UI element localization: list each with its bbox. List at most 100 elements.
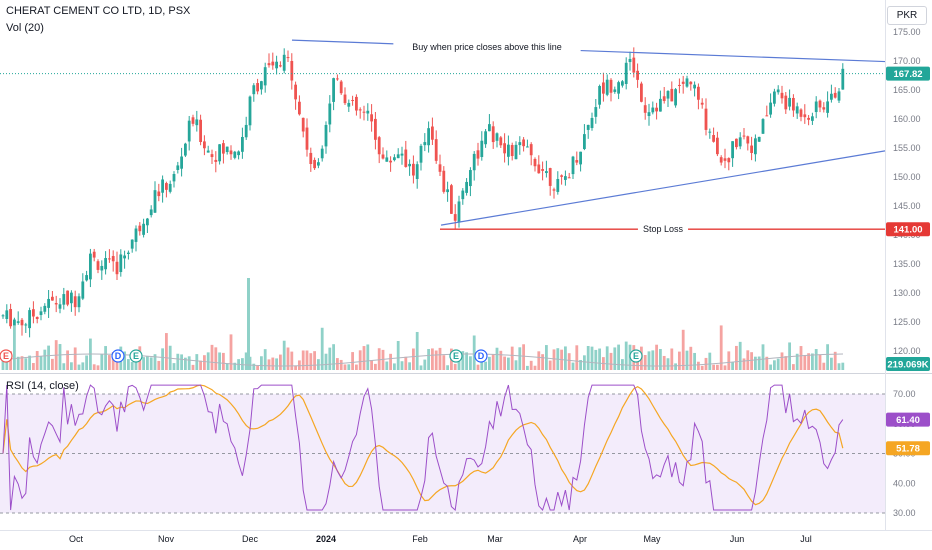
volume-bar bbox=[507, 357, 510, 370]
candle-body bbox=[43, 305, 47, 312]
volume-bar bbox=[784, 356, 788, 370]
candle-body bbox=[275, 61, 278, 69]
candle-body bbox=[400, 153, 404, 156]
volume-ma-line bbox=[2, 353, 844, 367]
volume-bar bbox=[681, 329, 685, 370]
candle-body bbox=[412, 163, 415, 176]
time-tick-label: Oct bbox=[69, 534, 84, 544]
volume-bar bbox=[548, 360, 552, 370]
volume-bar bbox=[5, 359, 9, 370]
candle-body bbox=[670, 88, 674, 102]
volume-bar bbox=[818, 354, 822, 370]
event-badge: D bbox=[111, 349, 125, 363]
candle-body bbox=[206, 150, 210, 153]
candle-body bbox=[427, 128, 430, 146]
candle-body bbox=[700, 102, 704, 105]
rsi-band bbox=[0, 394, 885, 513]
candle-body bbox=[681, 81, 685, 84]
candle-body bbox=[241, 136, 244, 152]
candle-body bbox=[115, 261, 119, 275]
candle-body bbox=[651, 107, 655, 113]
volume-bar bbox=[225, 363, 229, 370]
volume-bar bbox=[96, 365, 100, 370]
volume-bar bbox=[583, 355, 586, 370]
candle-body bbox=[484, 131, 487, 145]
candle-body bbox=[822, 107, 826, 110]
candle-body bbox=[457, 201, 461, 223]
volume-bar bbox=[309, 353, 313, 370]
candle-body bbox=[472, 153, 476, 171]
volume-bar bbox=[1, 356, 5, 370]
volume-bar bbox=[434, 350, 438, 370]
volume-bar bbox=[13, 325, 16, 370]
volume-bar bbox=[199, 360, 202, 370]
candle-body bbox=[256, 83, 259, 92]
candle-body bbox=[85, 275, 88, 281]
currency-button[interactable]: PKR bbox=[887, 6, 927, 25]
time-tick-label: Jun bbox=[730, 534, 745, 544]
volume-bar bbox=[457, 359, 461, 370]
volume-bar bbox=[222, 352, 225, 370]
event-badge-letter: E bbox=[133, 351, 139, 361]
candle-body bbox=[210, 154, 214, 158]
volume-bar bbox=[488, 356, 491, 370]
volume-bar bbox=[271, 357, 275, 370]
candle-body bbox=[47, 298, 50, 308]
volume-bar bbox=[32, 363, 35, 370]
volume-bar bbox=[347, 364, 351, 370]
rsi-ma-badge: 51.78 bbox=[896, 444, 920, 455]
candle-body bbox=[510, 145, 514, 157]
volume-bar bbox=[210, 344, 214, 370]
candle-body bbox=[594, 107, 598, 117]
candle-body bbox=[54, 303, 58, 305]
candle-body bbox=[5, 310, 9, 319]
volume-bar bbox=[575, 345, 579, 370]
volume-bar bbox=[769, 364, 772, 370]
candle-body bbox=[522, 139, 525, 147]
candle-body bbox=[807, 117, 810, 120]
volume-bar bbox=[693, 352, 696, 370]
candle-body bbox=[324, 124, 328, 147]
volume-bar bbox=[111, 352, 115, 370]
candle-body bbox=[332, 78, 335, 102]
volume-bar bbox=[594, 349, 598, 370]
last-price-badge-bg bbox=[886, 66, 930, 81]
volume-bar bbox=[35, 351, 39, 370]
candle-body bbox=[104, 258, 107, 270]
event-badge: E bbox=[449, 349, 463, 363]
volume-bar bbox=[742, 358, 746, 370]
volume-bar bbox=[20, 356, 24, 370]
volume-bar bbox=[605, 346, 609, 370]
candle-body bbox=[757, 136, 761, 142]
volume-bar bbox=[58, 344, 62, 370]
time-tick-label: May bbox=[643, 534, 661, 544]
volume-bar bbox=[636, 355, 639, 370]
stop-loss-badge-bg bbox=[886, 222, 930, 237]
candle-body bbox=[773, 91, 776, 104]
candle-body bbox=[518, 142, 522, 146]
volume-bar bbox=[165, 333, 168, 370]
candle-body bbox=[123, 255, 126, 259]
candle-body bbox=[495, 133, 499, 141]
candle-body bbox=[263, 67, 267, 86]
candle-body bbox=[659, 98, 662, 112]
volume-bar bbox=[491, 354, 495, 370]
volume-bar bbox=[180, 354, 183, 370]
volume-bar bbox=[206, 352, 210, 370]
volume-bar bbox=[666, 358, 670, 370]
volume-bar bbox=[286, 347, 290, 370]
candle-body bbox=[385, 157, 389, 162]
volume-bar bbox=[499, 350, 503, 370]
candle-body bbox=[556, 178, 560, 192]
candle-body bbox=[362, 111, 366, 113]
event-badge: E bbox=[129, 349, 143, 363]
candle-body bbox=[830, 93, 833, 100]
volume-bar bbox=[662, 355, 666, 370]
candle-body bbox=[450, 185, 453, 214]
candle-body bbox=[393, 157, 396, 161]
candle-body bbox=[248, 96, 252, 126]
candle-body bbox=[674, 89, 677, 106]
candle-body bbox=[127, 252, 130, 254]
candle-body bbox=[499, 137, 503, 146]
